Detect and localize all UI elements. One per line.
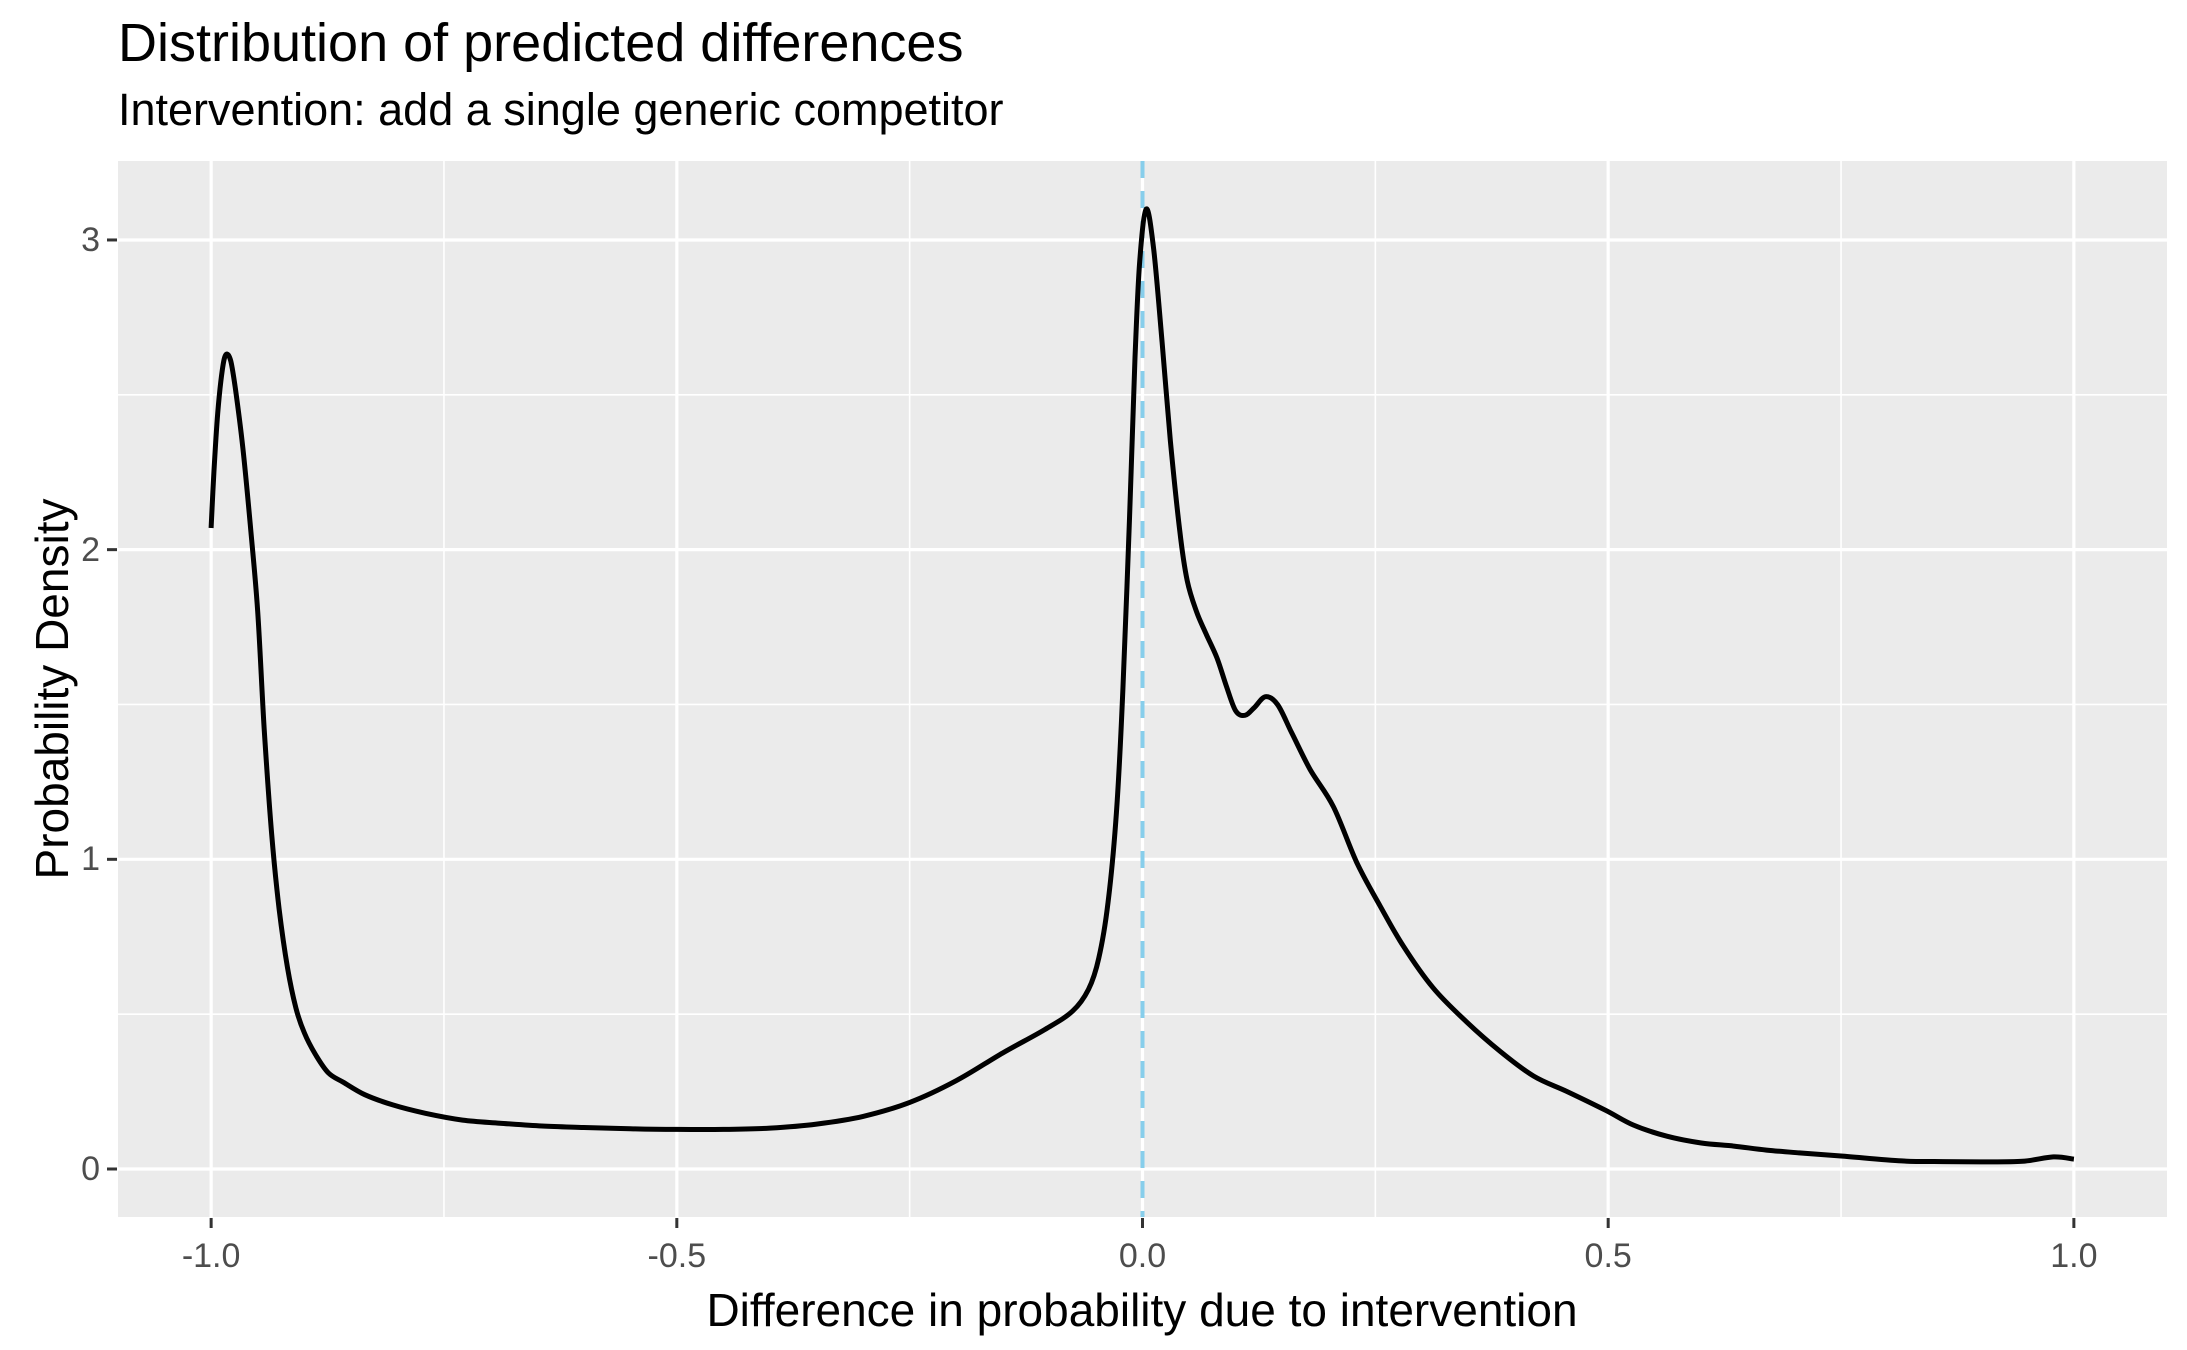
y-tick-label: 3 — [81, 220, 100, 259]
y-tick-label: 1 — [81, 840, 100, 879]
x-tick-label: 0.5 — [1584, 1237, 1632, 1275]
x-tick-label: 0.0 — [1118, 1237, 1167, 1275]
x-tick-label: -0.5 — [647, 1237, 707, 1275]
y-axis-title: Probability Density — [26, 498, 78, 880]
y-tick-label: 2 — [81, 530, 100, 569]
density-curve — [208, 206, 2075, 1165]
x-tick-label: 1.0 — [2050, 1237, 2098, 1275]
plot-title: Distribution of predicted differences — [118, 13, 964, 73]
y-tick-label: 0 — [81, 1150, 100, 1188]
plot-subtitle: Intervention: add a single generic compe… — [118, 84, 1004, 135]
x-axis-title: Difference in probability due to interve… — [706, 1284, 1578, 1336]
x-tick-label: -1.0 — [181, 1237, 241, 1275]
